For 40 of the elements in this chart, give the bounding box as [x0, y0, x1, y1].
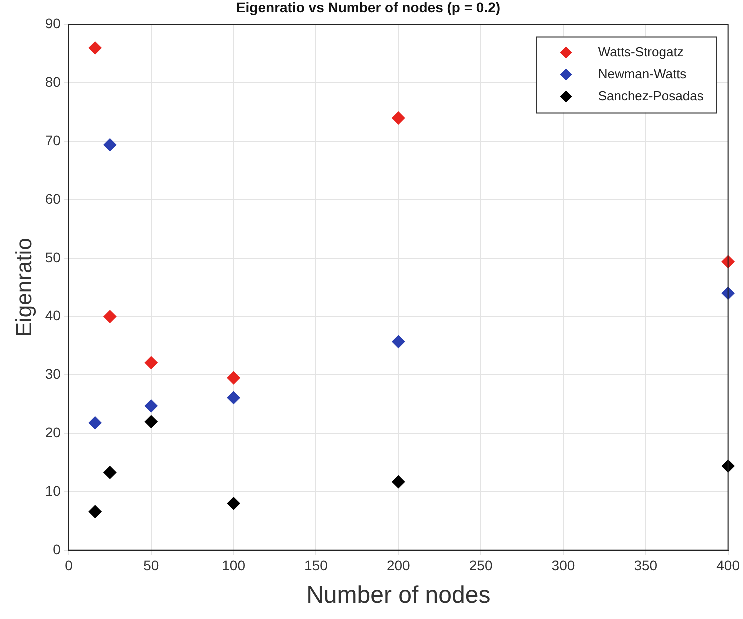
- x-tick-label: 150: [304, 558, 328, 574]
- chart-title: Eigenratio vs Number of nodes (p = 0.2): [236, 0, 501, 16]
- point: [88, 42, 102, 55]
- point: [104, 138, 117, 152]
- x-tick-label: 300: [552, 558, 576, 574]
- y-tick-label: 30: [45, 366, 62, 382]
- point: [104, 310, 117, 324]
- y-tick-label: 40: [45, 308, 62, 324]
- y-tick-label: 50: [45, 249, 62, 266]
- y-tick-label: 80: [45, 74, 62, 90]
- point: [392, 335, 406, 348]
- point: [392, 476, 406, 489]
- point: [144, 356, 158, 370]
- point: [227, 497, 240, 510]
- x-tick-label: 200: [386, 558, 411, 574]
- point: [104, 466, 117, 480]
- legend-label: Watts-Strogatz: [598, 44, 684, 60]
- x-tick-label: 350: [634, 558, 658, 574]
- x-tick-label: 250: [469, 558, 493, 574]
- x-axis-title: Number of nodes: [306, 582, 491, 610]
- x-tick-label: 400: [716, 558, 740, 574]
- legend-label: Sanchez-Posadas: [598, 88, 704, 104]
- point: [392, 112, 406, 125]
- point: [227, 372, 240, 385]
- y-tick-label: 90: [45, 16, 62, 32]
- point: [144, 415, 158, 428]
- point: [144, 400, 158, 413]
- y-tick-label: 60: [45, 190, 62, 207]
- y-tick-label: 70: [45, 132, 62, 148]
- point: [227, 391, 240, 404]
- x-tick-label: 50: [144, 558, 160, 574]
- point: [88, 416, 102, 430]
- point: [88, 505, 102, 518]
- y-tick-label: 0: [53, 541, 62, 558]
- y-tick-label: 20: [45, 424, 62, 440]
- legend-label: Newman-Watts: [598, 66, 688, 82]
- y-tick-label: 10: [45, 482, 62, 499]
- x-tick-label: 100: [222, 558, 246, 574]
- x-tick-label: 0: [65, 558, 74, 574]
- y-axis-title: Eigenratio: [11, 238, 36, 338]
